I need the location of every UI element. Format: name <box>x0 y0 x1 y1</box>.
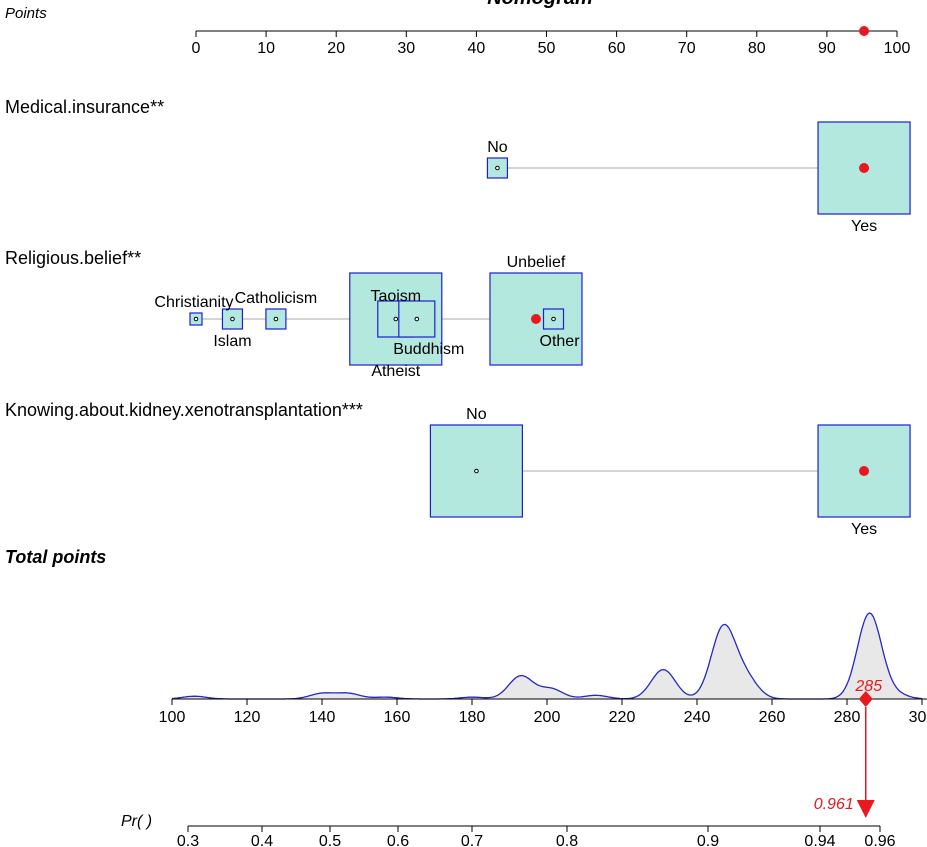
points-axis-tick-label-60: 60 <box>608 40 626 57</box>
probability-tick-label-0-4: 0.4 <box>251 833 273 847</box>
total-points-tick-label-260: 260 <box>759 709 786 726</box>
probability-tick-label-0-8: 0.8 <box>556 833 578 847</box>
level-dot-religious-belief-christianity <box>193 316 199 322</box>
points-axis-tick-label-10: 10 <box>257 40 275 57</box>
variable-label-medical-insurance: Medical.insurance** <box>5 97 164 117</box>
total-points-tick-label-280: 280 <box>834 709 861 726</box>
probability-tick-label-0-6: 0.6 <box>387 833 409 847</box>
total-points-tick-label-300: 300 <box>909 709 927 726</box>
level-label-religious-belief-other: Other <box>540 333 581 350</box>
level-label-religious-belief-islam: Islam <box>213 333 251 350</box>
points-axis-tick-label-30: 30 <box>397 40 415 57</box>
variable-label-knowing-about-kidney-xenotransplantation: Knowing.about.kidney.xenotransplantation… <box>5 400 363 420</box>
total-points-selected-label: 285 <box>854 678 882 695</box>
points-axis-tick-label-70: 70 <box>678 40 696 57</box>
total-points-tick-label-160: 160 <box>384 709 411 726</box>
level-dot-medical-insurance-no <box>495 165 500 171</box>
probability-axis-label: Pr( ) <box>121 813 152 830</box>
level-label-religious-belief-catholicism: Catholicism <box>235 290 318 307</box>
level-label-religious-belief-buddhism: Buddhism <box>393 341 464 358</box>
probability-tick-label-0-3: 0.3 <box>177 833 199 847</box>
level-dot-religious-belief-buddhism <box>414 316 420 322</box>
level-dot-religious-belief-taoism <box>393 316 399 322</box>
level-dot-religious-belief-other <box>551 316 556 322</box>
points-axis-tick-label-100: 100 <box>884 40 911 57</box>
variable-label-religious-belief: Religious.belief** <box>5 248 141 268</box>
points-axis-tick-label-20: 20 <box>327 40 345 57</box>
level-label-religious-belief-christianity: Christianity <box>154 294 233 311</box>
density-layer <box>171 612 923 700</box>
highlight-layer: 285 0.961 <box>530 26 882 818</box>
level-box-religious-belief-unbelief <box>489 272 583 366</box>
points-axis-tick-label-0: 0 <box>192 40 201 57</box>
level-selected-dot-knowing-about-kidney-xenotransplantation-yes <box>859 466 870 476</box>
total-points-tick-label-140: 140 <box>309 709 336 726</box>
total-points-tick-label-240: 240 <box>684 709 711 726</box>
points-axis-label: Points <box>5 5 47 22</box>
probability-selected-label: 0.961 <box>814 796 854 813</box>
density-curve <box>171 612 923 700</box>
level-selected-dot-religious-belief-unbelief <box>530 314 541 324</box>
level-dot-religious-belief-islam <box>230 316 235 322</box>
level-label-religious-belief-atheist: Atheist <box>371 363 420 380</box>
total-points-tick-label-220: 220 <box>609 709 636 726</box>
probability-tick-label-0-94: 0.94 <box>804 833 835 847</box>
points-axis-tick-label-90: 90 <box>818 40 836 57</box>
points-axis-tick-label-40: 40 <box>468 40 486 57</box>
probability-tick-label-0-9: 0.9 <box>697 833 719 847</box>
total-points-tick-label-200: 200 <box>534 709 561 726</box>
labels-layer: Nomogram Points 0 10 20 30 40 50 60 70 80 90 100 Medi… <box>5 0 927 847</box>
level-selected-dot-medical-insurance-yes <box>859 163 870 173</box>
total-points-tick-label-100: 100 <box>159 709 186 726</box>
level-label-religious-belief-unbelief: Unbelief <box>507 254 566 271</box>
points-axis-tick-label-80: 80 <box>748 40 766 57</box>
level-label-religious-belief-taoism: Taoism <box>370 288 421 305</box>
level-label-medical-insurance-yes: Yes <box>851 218 877 235</box>
level-label-knowing-about-kidney-xenotransplantation-no: No <box>466 406 487 423</box>
probability-tick-label-0-5: 0.5 <box>319 833 341 847</box>
level-dot-knowing-about-kidney-xenotransplantation-no <box>474 468 479 474</box>
chart-title: Nomogram <box>487 0 593 9</box>
probability-tick-label-0-96: 0.96 <box>864 833 895 847</box>
total-points-tick-label-120: 120 <box>234 709 261 726</box>
points-axis-selected-dot <box>859 26 870 36</box>
level-dot-religious-belief-catholicism <box>273 316 279 322</box>
density-fill <box>172 613 922 699</box>
level-label-knowing-about-kidney-xenotransplantation-yes: Yes <box>851 521 877 538</box>
total-points-tick-label-180: 180 <box>459 709 486 726</box>
probability-arrowhead <box>856 800 875 818</box>
points-axis-tick-label-50: 50 <box>538 40 556 57</box>
probability-tick-label-0-7: 0.7 <box>461 833 483 847</box>
total-points-label: Total points <box>5 547 106 567</box>
axes-layer <box>171 30 927 832</box>
level-label-medical-insurance-no: No <box>487 139 508 156</box>
total-points-selected-diamond <box>858 691 873 707</box>
